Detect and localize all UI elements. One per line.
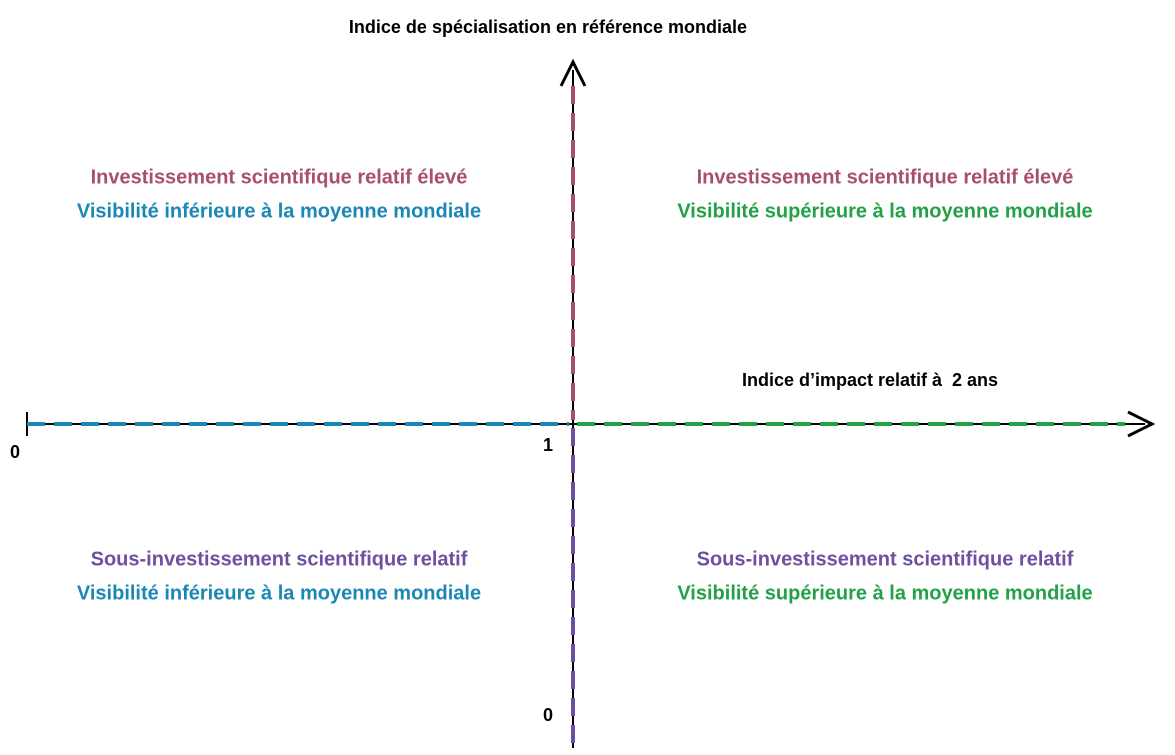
quadrant-line2: Visibilité supérieure à la moyenne mondi… [677, 582, 1092, 604]
quadrant-line2: Visibilité supérieure à la moyenne mondi… [677, 200, 1092, 222]
quadrant-line1: Sous-investissement scientifique relatif [91, 548, 468, 570]
y-axis-title: Indice de spécialisation en référence mo… [349, 17, 747, 37]
quadrant-line1: Investissement scientifique relatif élev… [697, 166, 1074, 188]
x-mid-label: 1 [543, 435, 553, 455]
x-axis-title: Indice d’impact relatif à 2 ans [742, 370, 998, 390]
quadrant-line2: Visibilité inférieure à la moyenne mondi… [77, 582, 481, 604]
x-axis-arrow [1127, 410, 1156, 438]
quadrant-line2: Visibilité inférieure à la moyenne mondi… [77, 200, 481, 222]
x-origin-label: 0 [10, 442, 20, 462]
quadrant-line1: Investissement scientifique relatif élev… [91, 166, 468, 188]
quadrant-line1: Sous-investissement scientifique relatif [697, 548, 1074, 570]
y-origin-label: 0 [543, 705, 553, 725]
y-axis-arrow [559, 58, 587, 87]
